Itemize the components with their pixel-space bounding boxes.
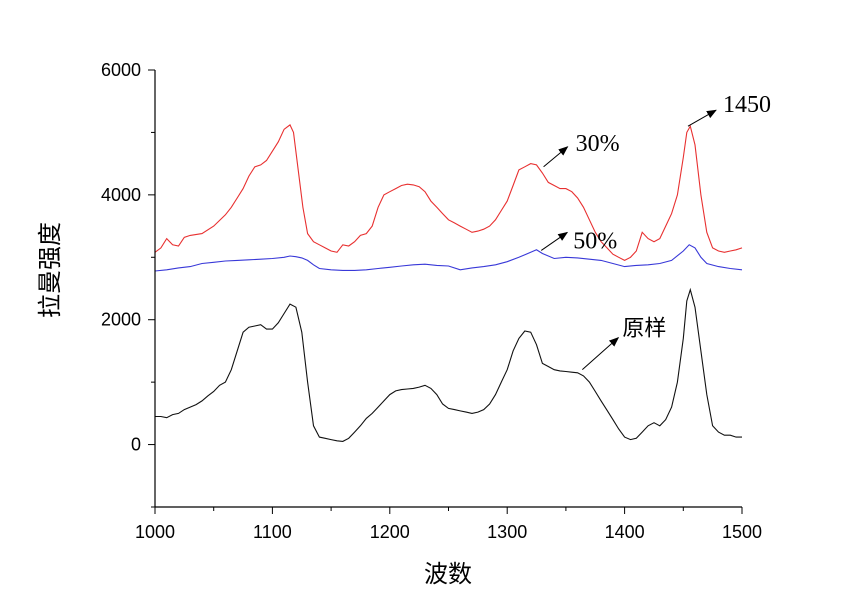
annotation-label: 30% (576, 131, 620, 157)
axes-layer: 0 2000 4000 6000 1000 1100 1200 1300 1400 1500 (101, 60, 762, 542)
annotation-layer: 1450 30% 50% 原样 (540, 92, 771, 371)
annotation-arrow (540, 231, 569, 251)
series-layer (154, 124, 743, 442)
annotation-arrow (582, 336, 620, 371)
x-tick-label: 1500 (722, 522, 762, 542)
x-tick-label: 1300 (487, 522, 527, 542)
series-line-1 (154, 244, 743, 272)
x-tick-label: 1200 (370, 522, 410, 542)
annotation-arrow (543, 146, 569, 168)
x-tick-label: 1400 (605, 522, 645, 542)
y-axis-title: 拉曼强度 (36, 222, 64, 318)
annotation-label: 50% (573, 228, 617, 254)
series-line-0 (154, 124, 743, 262)
y-tick-label: 6000 (101, 60, 141, 80)
annotation-arrow (687, 109, 717, 127)
x-tick-label: 1000 (135, 522, 175, 542)
annotation-label: 1450 (723, 92, 771, 118)
x-tick-label: 1100 (253, 522, 292, 542)
annotation-label: 原样 (622, 317, 666, 342)
y-tick-label: 0 (131, 435, 141, 455)
y-tick-label: 4000 (101, 185, 141, 205)
series-line-2 (155, 287, 742, 442)
y-tick-label: 2000 (101, 310, 141, 330)
x-axis-title: 波数 (424, 560, 472, 588)
